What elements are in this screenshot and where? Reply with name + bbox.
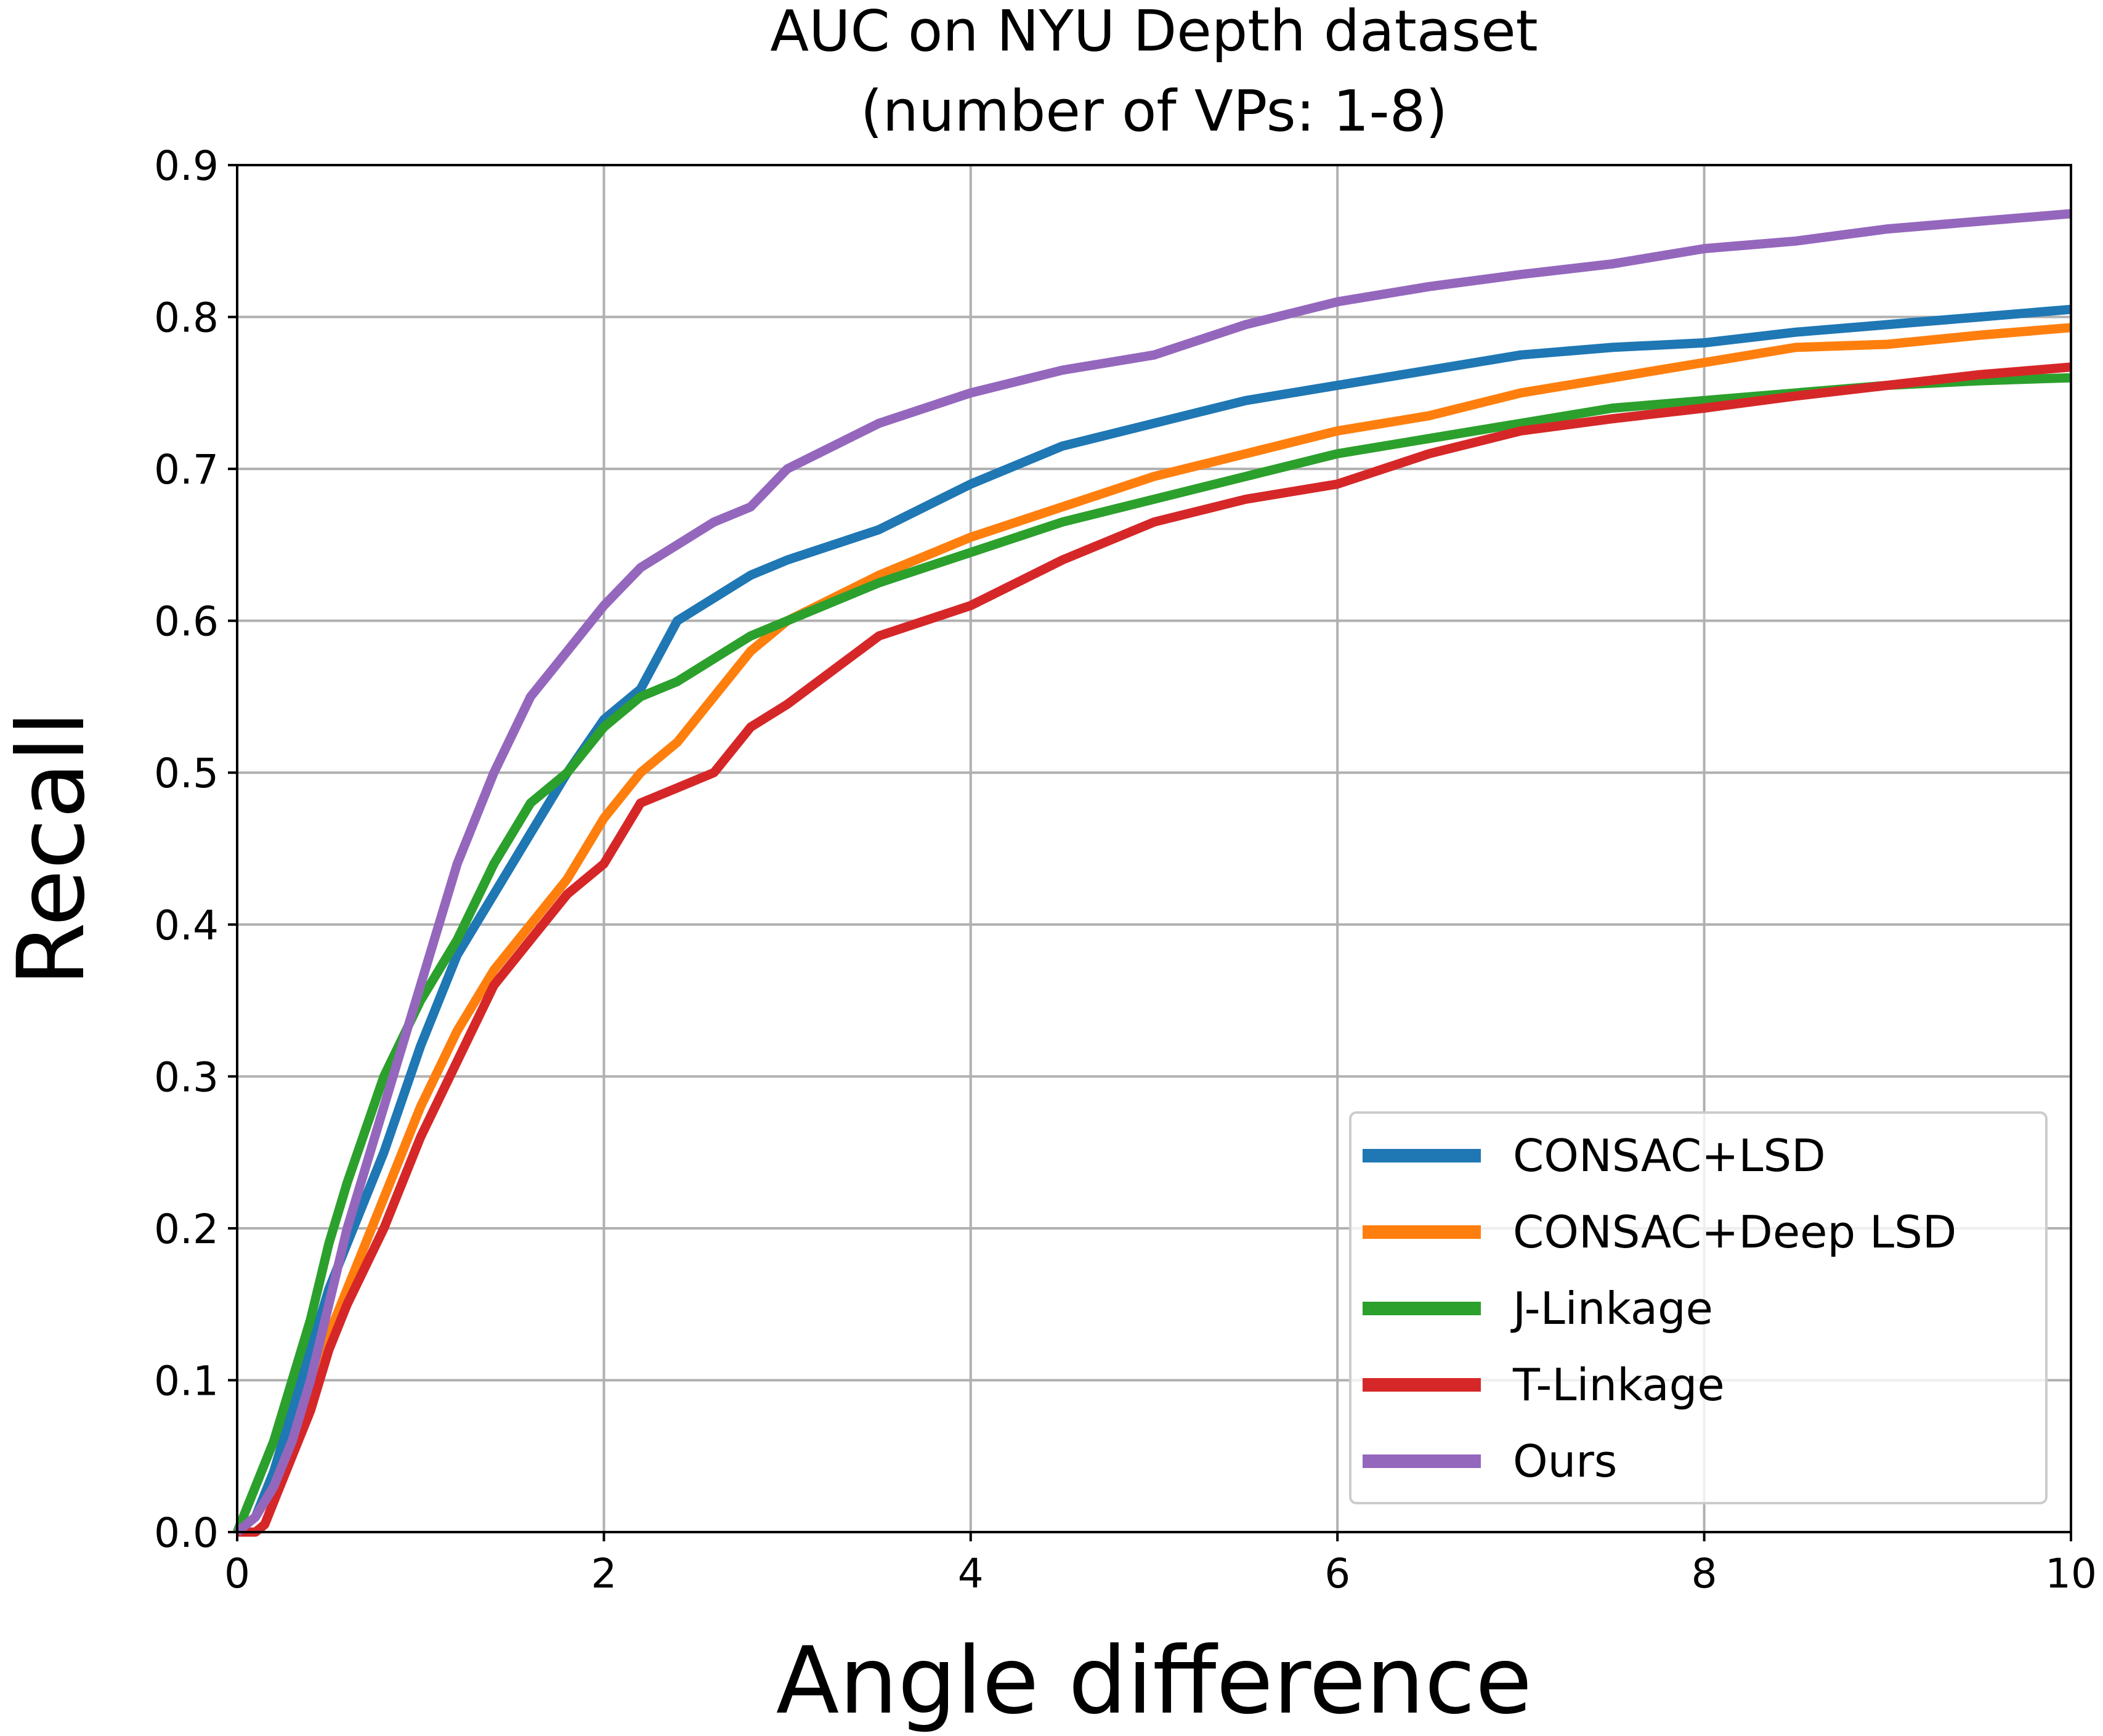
y-tick-label: 0.5 (154, 750, 219, 797)
legend-label-t-linkage: T-Linkage (1512, 1359, 1725, 1411)
y-tick-label: 0.9 (154, 142, 219, 190)
chart-title-line-2: (number of VPs: 1-8) (861, 78, 1448, 144)
y-tick-label: 0.8 (154, 294, 219, 342)
legend: CONSAC+LSD CONSAC+Deep LSD J-Linkage T-Link… (1350, 1113, 2046, 1503)
y-tick-label: 0.4 (154, 902, 219, 949)
legend-label-j-linkage: J-Linkage (1510, 1283, 1713, 1334)
x-axis-label: Angle difference (776, 1628, 1533, 1735)
y-axis-label: Recall (0, 711, 105, 987)
legend-label-ours: Ours (1513, 1435, 1617, 1487)
y-tick-label: 0.1 (154, 1357, 219, 1405)
x-tick-label: 10 (2045, 1550, 2097, 1597)
y-tick-label: 0.7 (154, 446, 219, 493)
x-tick-label: 4 (958, 1550, 984, 1597)
y-tick-label: 0.6 (154, 598, 219, 646)
legend-label-consac-lsd: CONSAC+LSD (1513, 1130, 1826, 1182)
legend-label-consac-deep-lsd: CONSAC+Deep LSD (1513, 1206, 1956, 1258)
chart-title-line-1: AUC on NYU Depth dataset (770, 0, 1538, 64)
y-tick-label: 0.2 (154, 1206, 219, 1253)
x-tick-label: 8 (1692, 1550, 1717, 1597)
y-tick-label: 0.3 (154, 1053, 219, 1101)
x-tick-label: 6 (1324, 1550, 1350, 1597)
x-tick-label: 2 (591, 1550, 617, 1597)
chart: 0 2 4 6 8 10 0.0 0.1 0.2 0.3 0.4 0.5 0.6 0.7 0.8 0.9 AU… (0, 0, 2103, 1736)
x-tick-label: 0 (224, 1550, 250, 1597)
y-tick-label: 0.0 (154, 1509, 219, 1557)
